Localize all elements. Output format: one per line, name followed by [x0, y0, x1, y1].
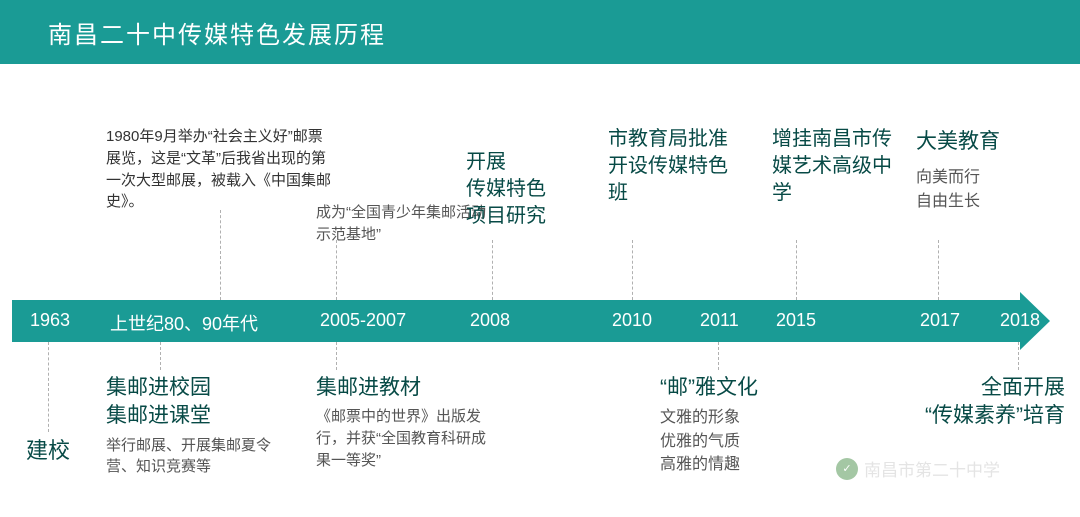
- event-above: 开展 传媒特色 项目研究: [466, 149, 576, 230]
- watermark-text: 南昌市第二十中学: [864, 456, 1000, 481]
- watermark: ✓ 南昌市第二十中学: [836, 456, 1000, 481]
- timeline-year: 2017: [920, 310, 960, 331]
- event-text: 成为“全国青少年集邮活动示范基地”: [316, 202, 486, 246]
- event-title: 增挂南昌市传媒艺术高级中学: [772, 126, 907, 207]
- event-title: “邮”雅文化: [660, 374, 810, 402]
- timeline-year: 2011: [700, 310, 739, 331]
- timeline-year: 2005-2007: [320, 310, 406, 331]
- event-above: 大美教育向美而行 自由生长: [916, 128, 1036, 213]
- event-below: 集邮进校园 集邮进课堂举行邮展、开展集邮夏令营、知识竞赛等: [106, 374, 276, 478]
- event-title: 大美教育: [916, 128, 1036, 156]
- connector-down: [718, 342, 719, 370]
- connector-up: [492, 240, 493, 300]
- event-above: 1980年9月举办“社会主义好”邮票展览，这是“文革”后我省出现的第一次大型邮展…: [106, 126, 336, 213]
- timeline-year: 2008: [470, 310, 510, 331]
- event-above: 成为“全国青少年集邮活动示范基地”: [316, 202, 486, 246]
- event-below: 集邮进教材《邮票中的世界》出版发行，并获“全国教育科研成果一等奖”: [316, 374, 491, 472]
- connector-up: [220, 210, 221, 300]
- timeline-year: 2018: [1000, 310, 1040, 331]
- event-below: 全面开展 “传媒素养”培育: [880, 374, 1065, 431]
- event-below: 建校: [26, 436, 70, 466]
- event-below: “邮”雅文化文雅的形象 优雅的气质 高雅的情趣: [660, 374, 810, 476]
- connector-up: [938, 240, 939, 300]
- event-above: 增挂南昌市传媒艺术高级中学: [772, 126, 907, 207]
- timeline-year: 2015: [776, 310, 816, 331]
- connector-down: [160, 342, 161, 370]
- connector-down: [336, 342, 337, 370]
- event-title: 全面开展 “传媒素养”培育: [880, 374, 1065, 431]
- connector-up: [632, 240, 633, 300]
- timeline-year: 上世纪80、90年代: [110, 310, 258, 336]
- connector-down: [1018, 342, 1019, 370]
- event-subtitle: 向美而行 自由生长: [916, 166, 1036, 212]
- connector-up: [336, 240, 337, 300]
- event-text: 1980年9月举办“社会主义好”邮票展览，这是“文革”后我省出现的第一次大型邮展…: [106, 126, 336, 213]
- watermark-icon: ✓: [836, 458, 858, 480]
- event-subtitle: 《邮票中的世界》出版发行，并获“全国教育科研成果一等奖”: [316, 406, 491, 471]
- event-title: 集邮进校园 集邮进课堂: [106, 374, 276, 431]
- event-title: 集邮进教材: [316, 374, 491, 402]
- connector-up: [796, 240, 797, 300]
- header-bar: 南昌二十中传媒特色发展历程: [0, 0, 1080, 64]
- connector-down: [48, 342, 49, 432]
- event-title: 建校: [26, 436, 70, 466]
- event-subtitle: 举行邮展、开展集邮夏令营、知识竞赛等: [106, 435, 276, 479]
- event-title: 开展 传媒特色 项目研究: [466, 149, 576, 230]
- timeline-year: 2010: [612, 310, 652, 331]
- event-title: 市教育局批准开设传媒特色班: [608, 126, 728, 207]
- event-above: 市教育局批准开设传媒特色班: [608, 126, 728, 207]
- header-title: 南昌二十中传媒特色发展历程: [48, 15, 386, 50]
- event-subtitle: 文雅的形象 优雅的气质 高雅的情趣: [660, 406, 810, 476]
- timeline-year: 1963: [30, 310, 70, 331]
